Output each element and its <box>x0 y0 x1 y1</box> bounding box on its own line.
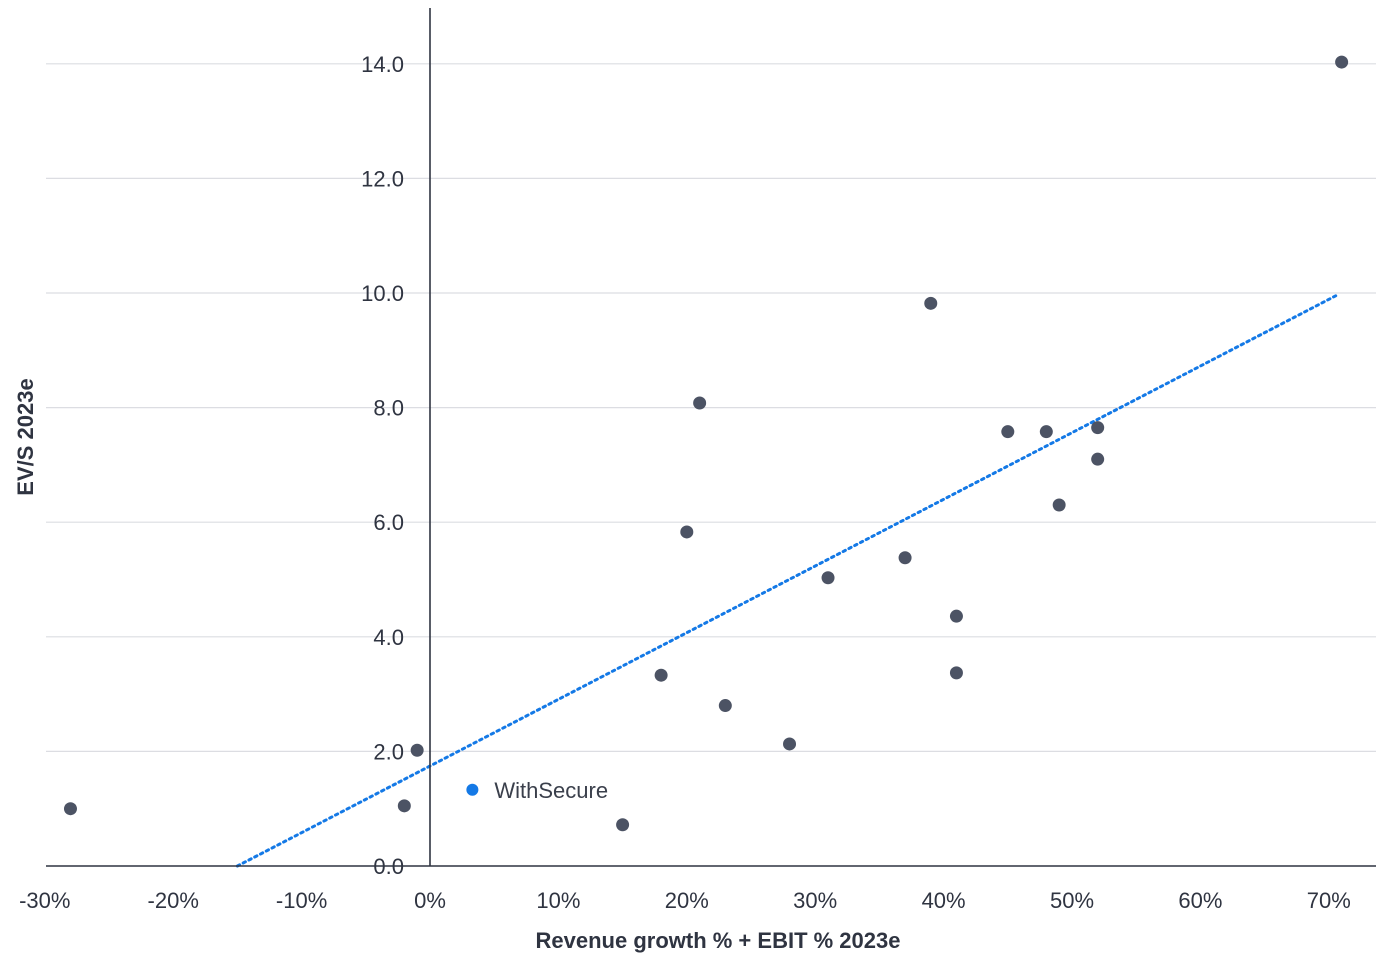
x-tick-label-0: -30% <box>19 888 70 913</box>
y-tick-label-4: 8.0 <box>373 396 404 421</box>
grid-lines <box>46 63 1376 753</box>
x-tick-label-8: 50% <box>1050 888 1094 913</box>
x-tick-label-9: 60% <box>1178 888 1222 913</box>
data-point-11 <box>924 296 938 310</box>
data-points <box>63 55 1349 832</box>
y-tick-label-0: 0.0 <box>373 854 404 879</box>
data-point-8 <box>783 737 797 751</box>
data-point-12 <box>949 609 963 623</box>
highlight-point-withsecure <box>466 783 479 796</box>
data-point-7 <box>718 699 732 713</box>
data-point-15 <box>1039 425 1053 439</box>
data-point-14 <box>1001 425 1015 439</box>
x-tick-label-3: 0% <box>414 888 446 913</box>
x-tick-label-1: -20% <box>148 888 199 913</box>
data-point-6 <box>693 396 707 410</box>
axes <box>46 8 1376 867</box>
data-point-13 <box>949 666 963 680</box>
y-tick-label-2: 4.0 <box>373 625 404 650</box>
y-axis-ticks: 0.0 2.0 4.0 6.0 8.0 10.0 12.0 14.0 <box>361 52 404 879</box>
data-point-0 <box>63 802 77 816</box>
y-axis-title: EV/S 2023e <box>13 378 38 495</box>
trendline-layer <box>235 293 1340 868</box>
x-tick-label-10: 70% <box>1307 888 1351 913</box>
highlight-layer: WithSecure <box>466 778 608 803</box>
data-point-18 <box>1091 452 1105 466</box>
data-point-2 <box>410 743 424 757</box>
highlight-label-withsecure: WithSecure <box>494 778 608 803</box>
trendline <box>235 293 1340 868</box>
data-point-17 <box>1091 421 1105 435</box>
data-point-16 <box>1052 498 1066 512</box>
data-point-4 <box>654 668 668 682</box>
x-tick-label-2: -10% <box>276 888 327 913</box>
y-tick-label-6: 12.0 <box>361 166 404 191</box>
x-tick-label-6: 30% <box>793 888 837 913</box>
x-tick-label-5: 20% <box>665 888 709 913</box>
x-axis-ticks: -30% -20% -10% 0% 10% 20% 30% 40% 50% 60% 70% <box>19 888 1351 913</box>
x-tick-label-7: 40% <box>922 888 966 913</box>
y-tick-label-7: 14.0 <box>361 52 404 77</box>
x-axis-title: Revenue growth % + EBIT % 2023e <box>536 928 901 953</box>
data-point-1 <box>397 799 411 813</box>
y-tick-label-5: 10.0 <box>361 281 404 306</box>
data-point-19 <box>1335 55 1349 69</box>
data-point-10 <box>898 551 912 565</box>
data-point-5 <box>680 525 694 539</box>
data-point-3 <box>616 818 630 832</box>
x-tick-label-4: 10% <box>536 888 580 913</box>
data-point-9 <box>821 571 835 585</box>
y-tick-label-3: 6.0 <box>373 510 404 535</box>
y-tick-label-1: 2.0 <box>373 739 404 764</box>
